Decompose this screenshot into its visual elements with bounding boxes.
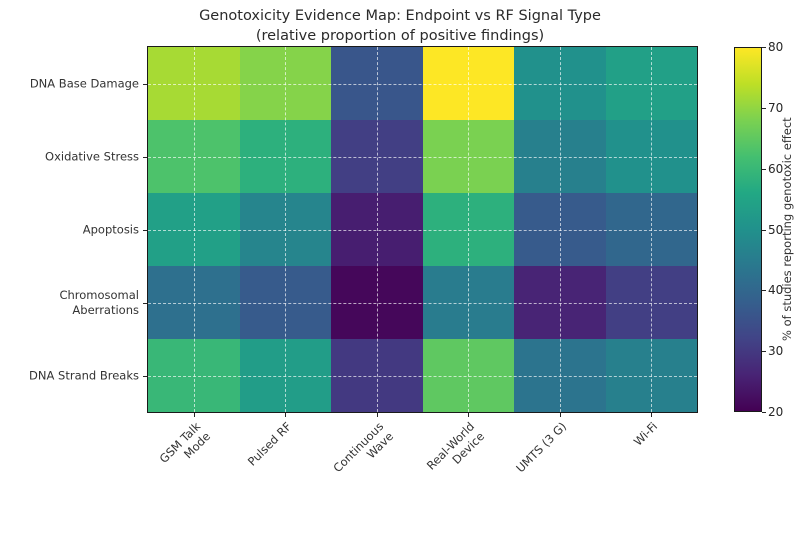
x-tick-label: Wi-Fi (631, 419, 661, 449)
colorbar (734, 47, 762, 412)
y-tick-label: DNA Strand Breaks (29, 368, 139, 382)
x-tick-mark (559, 413, 561, 417)
colorbar-tick-mark (762, 168, 766, 170)
colorbar-tick-mark (762, 412, 766, 413)
colorbar-tick-label: 80 (768, 40, 784, 54)
y-tick-mark (143, 375, 147, 377)
x-tick-mark (285, 413, 287, 417)
gridline (148, 229, 697, 231)
y-tick-mark (143, 302, 147, 304)
y-tick-mark (143, 156, 147, 158)
colorbar-tick-label: 40 (768, 283, 784, 298)
colorbar-tick-label: 50 (768, 222, 784, 237)
gridline (148, 156, 697, 158)
x-tick-mark (376, 413, 378, 417)
colorbar-label: % of studies reporting genotoxic effect (780, 117, 794, 342)
colorbar-tick-label: 30 (768, 344, 784, 359)
chart-title: Genotoxicity Evidence Map: Endpoint vs R… (199, 8, 601, 24)
y-tick-label: DNA Base Damage (29, 76, 139, 90)
colorbar-tick-mark (762, 290, 766, 292)
gridline (148, 302, 697, 304)
x-tick-mark (468, 413, 470, 417)
plot-area (146, 45, 698, 413)
x-tick-mark (651, 413, 653, 417)
colorbar-tick-label: 20 (768, 405, 784, 419)
colorbar-tick-mark (762, 351, 766, 353)
y-tick-mark (143, 83, 147, 85)
chart-subtitle: (relative proportion of positive finding… (255, 28, 545, 44)
colorbar-tick-mark (762, 229, 766, 231)
gridline (148, 375, 697, 377)
colorbar-tick-label: 70 (768, 100, 784, 115)
x-tick-mark (193, 413, 195, 417)
y-tick-mark (143, 229, 147, 231)
figure: Genotoxicity Evidence Map: Endpoint vs R… (29, 6, 794, 476)
colorbar-tick-mark (762, 47, 766, 48)
colorbar-tick-label: 60 (768, 161, 784, 176)
colorbar-tick-mark (762, 107, 766, 109)
gridline (148, 83, 697, 85)
y-tick-label: Oxidative Stress (45, 149, 139, 163)
chart-title-block: Genotoxicity Evidence Map: Endpoint vs R… (120, 6, 680, 46)
y-tick-label: Chromosomal Aberrations (59, 287, 139, 317)
y-tick-label: Apoptosis (82, 222, 139, 236)
